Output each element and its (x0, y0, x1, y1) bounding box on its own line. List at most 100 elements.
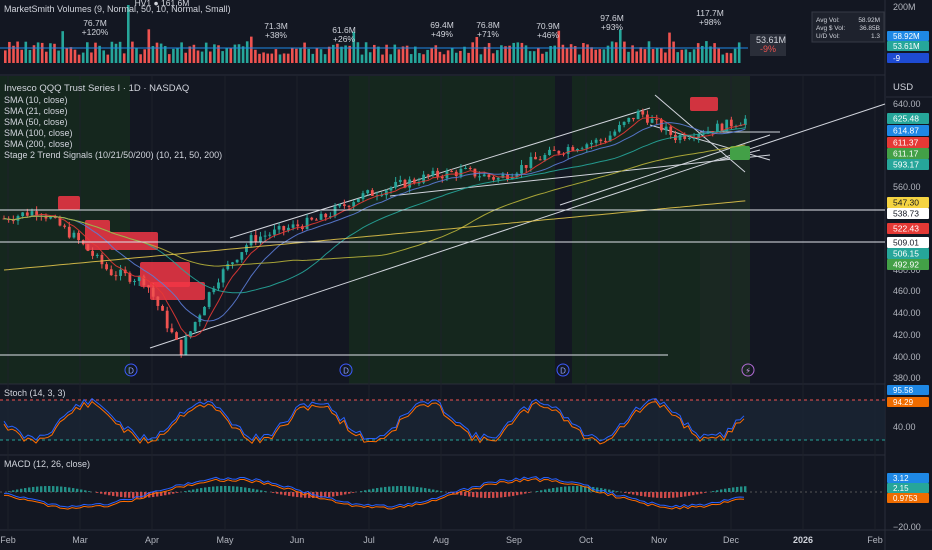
candle-body (352, 202, 356, 207)
legend-stage2-signals[interactable]: Stage 2 Trend Signals (10/21/50/200) (10… (4, 150, 222, 160)
stage2-signal-boxes (58, 97, 750, 300)
candle-body (436, 170, 440, 177)
macd-histogram-bar (476, 492, 479, 498)
candle-body (398, 179, 402, 182)
macd-histogram-bar (160, 492, 163, 496)
candle-body (426, 174, 430, 176)
macd-histogram-bar (340, 492, 343, 496)
candle-body (380, 195, 384, 197)
volume-bar (573, 46, 577, 63)
sma-line (3, 144, 746, 267)
legend-sma-50[interactable]: SMA (50, close) (4, 117, 68, 127)
volume-bar (639, 47, 643, 63)
volume-bar (655, 48, 659, 63)
volume-bar (307, 48, 310, 63)
candle-body (49, 217, 53, 219)
volume-bar (520, 42, 524, 63)
candle-body (91, 250, 94, 256)
macd-histogram-bar (692, 492, 695, 496)
candle-body (632, 117, 635, 120)
candle-body (697, 134, 701, 138)
candle-body (273, 229, 276, 235)
candle-body (356, 198, 360, 203)
macd-histogram-bar (364, 490, 367, 492)
macd-histogram-bar (80, 489, 83, 492)
price-badge (887, 137, 929, 148)
sell-signal-box (690, 97, 718, 111)
candle-body (324, 213, 328, 218)
macd-title[interactable]: MACD (12, 26, close) (4, 459, 90, 469)
macd-histogram-bar (396, 486, 399, 492)
volume-bar (127, 5, 130, 63)
stoch-title[interactable]: Stoch (14, 3, 3) (4, 388, 66, 398)
price-badge-value: 509.01 (893, 238, 919, 248)
volume-annotation-change: +71% (477, 29, 499, 39)
legend-sma-100[interactable]: SMA (100, close) (4, 128, 73, 138)
time-tick-label: Aug (433, 535, 449, 545)
volume-bar (258, 53, 261, 63)
candle-body (175, 332, 178, 340)
candle-body (482, 174, 486, 177)
volume-bar (405, 45, 409, 63)
macd-histogram-bar (432, 489, 435, 492)
macd-histogram-bar (348, 492, 351, 494)
volume-bar (692, 49, 696, 63)
macd-histogram-bar (500, 492, 503, 498)
volume-bar (532, 51, 536, 63)
symbol-title[interactable]: Invesco QQQ Trust Series I · 1D · NASDAQ (4, 83, 189, 94)
currency-label[interactable]: USD (893, 82, 913, 93)
macd-histogram-bar (536, 491, 539, 492)
volume-bar (602, 49, 606, 63)
volume-bar (672, 41, 675, 63)
legend: Invesco QQQ Trust Series I · 1D · NASDAQ… (4, 83, 222, 160)
volume-bar (516, 42, 520, 63)
macd-histogram-bar (40, 486, 43, 492)
candle-body (370, 190, 374, 196)
volume-bar (131, 41, 134, 63)
macd-histogram-bar (288, 492, 291, 496)
macd-histogram-bar (424, 488, 427, 492)
volume-bar (53, 43, 56, 63)
macd-histogram-bar (716, 490, 719, 492)
candle-body (193, 321, 197, 332)
macd-histogram-bar (52, 486, 55, 492)
volume-bar (57, 50, 60, 63)
macd-histogram-bar (260, 490, 263, 492)
volume-indicator-title[interactable]: MarketSmith Volumes (9, Normal, 50, 10, … (4, 4, 231, 14)
volume-bar (209, 51, 212, 63)
macd-histogram-bar (64, 486, 67, 492)
legend-sma-200[interactable]: SMA (200, close) (4, 139, 73, 149)
volume-bar (479, 54, 483, 63)
price-badge (887, 208, 929, 219)
volume-bar (647, 41, 651, 63)
price-tick-label: 400.00 (893, 352, 921, 362)
candle-body (282, 226, 286, 231)
macd-histogram-bar (212, 486, 215, 492)
volume-bar (483, 46, 487, 63)
avg-dollar-vol-label: Avg $ Vol: (816, 25, 845, 32)
volume-bar (69, 47, 73, 63)
volume-bar (49, 43, 52, 63)
macd-histogram-bar (568, 486, 571, 492)
volume-axis-tick: 200M (893, 2, 916, 12)
candle-body (422, 174, 426, 183)
candle-body (151, 287, 155, 297)
macd-histogram-bar (680, 492, 683, 498)
volume-bar (16, 41, 19, 63)
indicator-badge-value: 95.58 (893, 386, 914, 395)
macd-histogram-bar (616, 491, 619, 492)
candle-body (156, 296, 160, 306)
legend-sma-21[interactable]: SMA (21, close) (4, 106, 68, 116)
volume-bar (360, 54, 364, 63)
macd-histogram-bar (216, 486, 219, 492)
legend-sma-10[interactable]: SMA (10, close) (4, 95, 68, 105)
volume-bar (627, 51, 630, 63)
macd-histogram-bar (128, 492, 131, 498)
macd-histogram-bar (76, 488, 79, 492)
candle-body (263, 235, 267, 237)
candle-body (687, 138, 691, 140)
indicator-badge (887, 41, 929, 51)
price-badge-value: 538.73 (893, 209, 919, 219)
volume-bar (356, 42, 360, 63)
